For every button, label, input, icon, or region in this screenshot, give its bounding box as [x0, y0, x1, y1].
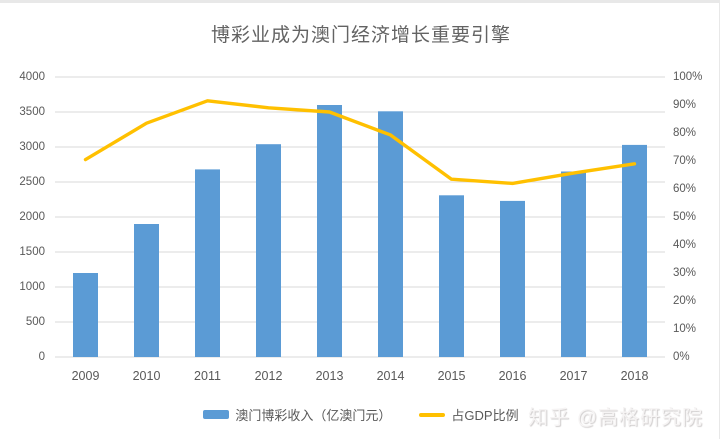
bar-2017	[561, 171, 586, 357]
right-axis-tick: 20%	[673, 295, 696, 307]
bar-2015	[439, 195, 464, 357]
bar-2011	[195, 169, 220, 357]
x-axis-label-2015: 2015	[438, 369, 466, 383]
bar-2010	[134, 224, 159, 357]
x-axis-labels: 2009 2010 2011 2012 2013 2014 2015 2016 2017 2018	[72, 369, 649, 383]
legend-item-revenue: 澳门博彩收入（亿澳门元）	[203, 405, 391, 424]
bar-2013	[317, 105, 342, 357]
left-axis-tick: 3000	[19, 141, 45, 153]
left-axis-tick: 2000	[19, 211, 45, 223]
right-axis-tick: 100%	[673, 71, 702, 83]
x-axis-label-2018: 2018	[621, 369, 649, 383]
left-axis-tick: 4000	[19, 71, 45, 83]
right-axis-tick: 40%	[673, 239, 696, 251]
watermark-zhihu: 知乎 @高格研究院	[528, 407, 703, 429]
gdp-ratio-line	[83, 99, 637, 186]
x-axis-label-2014: 2014	[377, 369, 405, 383]
bar-series-swatch	[203, 410, 230, 419]
bar-2009	[73, 273, 98, 357]
right-axis-tick: 70%	[673, 155, 696, 167]
bar-2018	[622, 144, 647, 357]
right-axis-labels: 0% 10% 20% 30% 40% 50% 60% 70% 80% 90% 100%	[673, 71, 702, 363]
x-axis-label-2012: 2012	[255, 369, 283, 383]
right-axis-tick: 50%	[673, 211, 696, 223]
legend: 澳门博彩收入（亿澳门元） 占GDP比例	[55, 405, 667, 424]
bar-2014	[378, 111, 403, 357]
left-axis-tick: 0	[39, 351, 45, 363]
left-axis-tick: 1000	[19, 281, 45, 293]
right-axis-tick: 0%	[673, 351, 690, 363]
left-axis-tick: 3500	[19, 106, 45, 118]
bar-2012	[256, 144, 281, 357]
right-axis-tick: 90%	[673, 99, 696, 111]
chart-title: 博彩业成为澳门经济增长重要引擎	[210, 25, 511, 46]
line-series-swatch	[419, 412, 446, 417]
right-axis-tick: 80%	[673, 127, 696, 139]
plot-area: 0 500 1000 1500 2000 2500 3000 3500 4000 0% 10% 20%…	[19, 71, 702, 383]
x-axis-label-2011: 2011	[194, 369, 221, 383]
x-axis-label-2009: 2009	[72, 369, 100, 383]
left-axis-tick: 1500	[19, 246, 45, 258]
left-axis-labels: 0 500 1000 1500 2000 2500 3000 3500 4000	[19, 71, 45, 363]
right-axis-tick: 30%	[673, 267, 696, 279]
legend-item-gdp-ratio: 占GDP比例	[419, 405, 519, 424]
right-axis-tick: 60%	[673, 183, 696, 195]
x-axis-label-2016: 2016	[499, 369, 527, 383]
legend-label-revenue: 澳门博彩收入（亿澳门元）	[235, 408, 392, 423]
x-axis-label-2017: 2017	[560, 369, 588, 383]
right-axis-tick: 10%	[673, 323, 696, 335]
legend-label-gdp-ratio: 占GDP比例	[451, 408, 519, 423]
left-axis-tick: 2500	[19, 176, 45, 188]
left-axis-tick: 500	[26, 316, 45, 328]
bar-series	[73, 105, 647, 357]
bar-2016	[500, 200, 525, 357]
x-axis-label-2013: 2013	[316, 369, 344, 383]
x-axis-label-2010: 2010	[133, 369, 161, 383]
